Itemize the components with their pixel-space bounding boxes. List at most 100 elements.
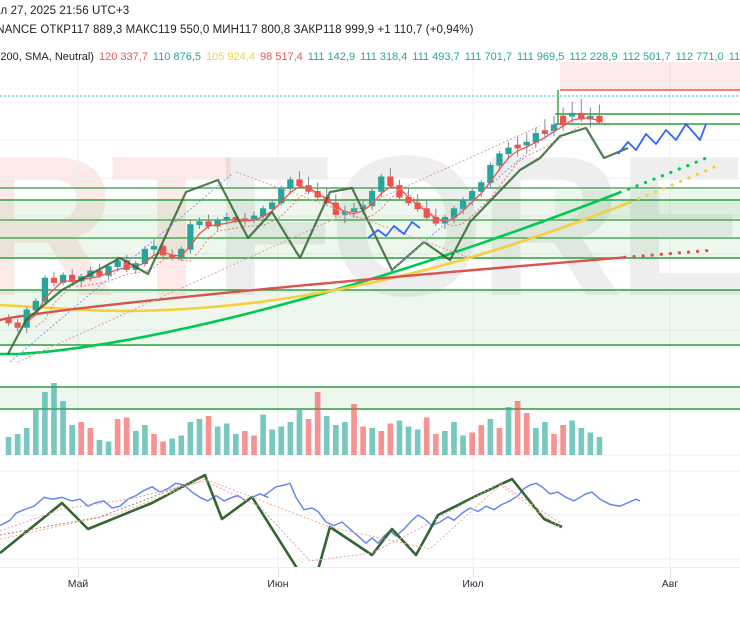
- candle-body: [578, 112, 585, 120]
- volume-bar: [551, 434, 557, 455]
- volume-bar: [414, 429, 421, 455]
- x-axis-gridline-2: [473, 568, 474, 577]
- volume-bar: [169, 438, 175, 455]
- candle-body: [541, 130, 549, 134]
- indicator-value-6: 111 493,7: [412, 51, 460, 63]
- candle-body: [414, 202, 421, 210]
- volume-bar: [223, 423, 230, 455]
- volume-bar: [133, 431, 139, 455]
- ohlc-summary-label: · BINANCE ОТКР117 889,3 МАКС119 550,0 МИ…: [0, 24, 474, 36]
- volume-bar: [469, 432, 475, 455]
- volume-zone: [0, 387, 740, 409]
- x-axis-gridline-1: [278, 568, 279, 577]
- candle-body: [32, 300, 39, 311]
- indicator-values: 120 337,7 110 876,5 105 924,4 98 517,4 111 1…: [94, 51, 740, 63]
- indicator-value-10: 112 501,7: [622, 51, 671, 63]
- oscillator-plot: [0, 457, 740, 567]
- price-chart-panel[interactable]: [0, 62, 740, 367]
- candle-body: [378, 176, 385, 192]
- oscillator-zigzag-line: [0, 473, 563, 567]
- volume-bar: [260, 414, 266, 455]
- candle-body: [450, 208, 458, 218]
- trend-red-dotted-1: [17, 125, 541, 363]
- candle-body: [469, 190, 476, 201]
- candle-body: [5, 318, 12, 324]
- volume-bar: [69, 425, 75, 455]
- sma-yellow-line: [0, 200, 632, 313]
- volume-bar: [278, 426, 285, 455]
- sma-yellow-projection: [628, 165, 716, 204]
- volume-bar: [378, 431, 385, 455]
- candle-body: [514, 144, 521, 149]
- candle-body: [96, 270, 103, 276]
- volume-bar: [542, 422, 548, 455]
- sma-fast-red-line: [26, 117, 600, 323]
- volume-bar: [5, 437, 12, 455]
- indicator-name-label: 100, SMA, 200, SMA, Neutral): [0, 51, 94, 63]
- moving-averages: [0, 154, 716, 356]
- volume-bar: [360, 426, 366, 455]
- volume-bar: [351, 404, 357, 455]
- candle-body: [550, 124, 558, 132]
- oscillator-chart-panel[interactable]: [0, 457, 740, 567]
- volume-chart-panel[interactable]: [0, 367, 740, 457]
- volume-bar: [333, 425, 339, 455]
- volume-bar: [178, 435, 185, 455]
- sma-green-line: [0, 191, 620, 356]
- volume-bar: [251, 435, 257, 455]
- volume-bar: [523, 413, 530, 455]
- volume-bar: [60, 401, 66, 455]
- volume-bar: [214, 426, 221, 455]
- volume-bar: [569, 420, 575, 455]
- candle-body: [214, 219, 221, 227]
- candle-body: [159, 245, 167, 256]
- candle-body: [559, 115, 567, 126]
- zigzag-line: [7, 126, 629, 355]
- indicator-value-5: 111 318,4: [360, 51, 408, 63]
- candle-body: [69, 274, 76, 282]
- volume-bar: [296, 410, 303, 455]
- oscillator-dotted-orange: [0, 478, 561, 550]
- volume-plot: [0, 367, 740, 457]
- candle-body: [496, 153, 503, 166]
- zone-low: [0, 290, 740, 345]
- candle-body: [59, 274, 67, 283]
- indicator-value-1: 110 876,5: [152, 51, 202, 63]
- sma-fast-red-dotted: [35, 122, 609, 328]
- indicator-value-9: 112 228,9: [569, 51, 618, 63]
- volume-bar: [433, 434, 439, 455]
- indicator-value-11: 112 771,0: [675, 51, 724, 63]
- oscillator-dotted-pink: [0, 480, 561, 562]
- indicator-value-3: 98 517,4: [259, 51, 303, 63]
- candle-body: [287, 179, 294, 189]
- datetime-label: юл 27, 2025 21:56 UTC+3: [0, 5, 130, 17]
- volume-bar: [14, 434, 21, 455]
- x-axis-tick-Июл: Июл: [462, 578, 484, 590]
- volume-bar: [114, 419, 121, 455]
- indicator-value-8: 111 969,5: [517, 51, 565, 63]
- volume-bar: [33, 410, 39, 455]
- volume-bar: [287, 422, 294, 455]
- candle-body: [14, 322, 21, 328]
- x-axis: Май Июн Июл Авг: [0, 567, 740, 620]
- forecast-blue-left: [367, 221, 421, 239]
- candle-body: [114, 260, 121, 267]
- volume-bar: [514, 401, 521, 455]
- volume-bar: [505, 407, 512, 455]
- candle-body: [41, 277, 49, 302]
- candle-body: [196, 221, 203, 226]
- x-axis-tick-Июн: Июн: [267, 578, 289, 590]
- trend-blue-dotted-1: [9, 173, 233, 363]
- candle-body: [150, 245, 158, 250]
- candle-body: [459, 199, 467, 210]
- volume-bar: [396, 420, 403, 455]
- candle-body: [369, 190, 376, 207]
- forecast-blue-right: [617, 123, 707, 155]
- candle-body: [596, 115, 603, 123]
- candle-body: [187, 224, 194, 250]
- volume-bar: [196, 419, 203, 455]
- osc-grid: [0, 457, 740, 567]
- trend-red-dotted-2: [235, 171, 471, 259]
- price-plot: [0, 62, 740, 367]
